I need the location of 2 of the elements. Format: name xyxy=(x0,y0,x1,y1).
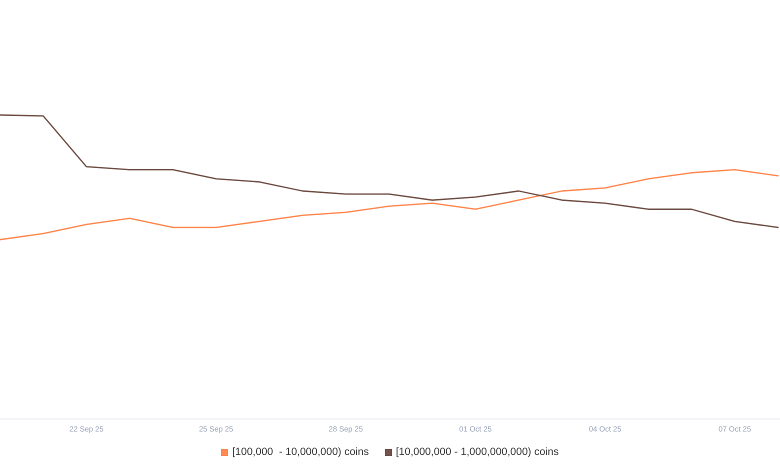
legend-label: [10,000,000 - 1,000,000,000) coins xyxy=(396,446,559,458)
legend-label: [100,000 - 10,000,000) coins xyxy=(232,446,369,458)
